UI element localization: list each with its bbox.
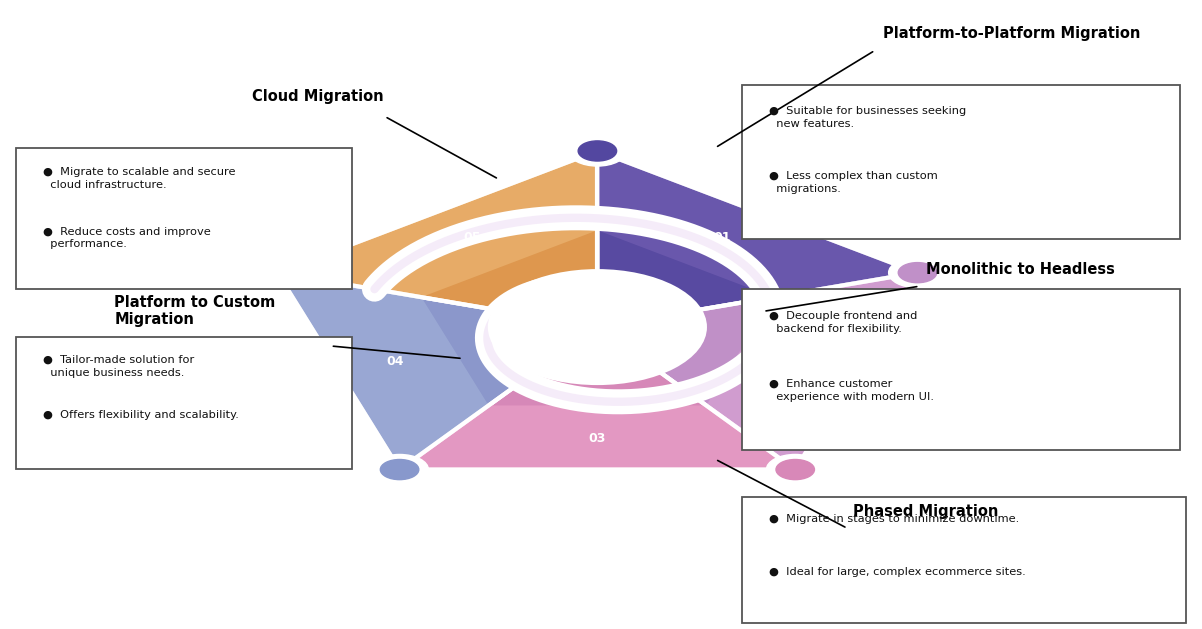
Text: ●  Tailor-made solution for
  unique business needs.: ● Tailor-made solution for unique busine…: [43, 355, 195, 377]
FancyBboxPatch shape: [16, 148, 352, 289]
Text: ●  Reduce costs and improve
  performance.: ● Reduce costs and improve performance.: [43, 226, 212, 250]
Text: ●  Migrate in stages to minimize downtime.: ● Migrate in stages to minimize downtime…: [769, 515, 1019, 525]
Text: ●  Less complex than custom
  migrations.: ● Less complex than custom migrations.: [769, 171, 938, 194]
FancyBboxPatch shape: [742, 289, 1180, 450]
Circle shape: [569, 136, 626, 166]
Text: ●  Decouple frontend and
  backend for flexibility.: ● Decouple frontend and backend for flex…: [769, 311, 917, 334]
Text: ●  Suitable for businesses seeking
  new features.: ● Suitable for businesses seeking new fe…: [769, 106, 966, 128]
Text: Monolithic to Headless: Monolithic to Headless: [926, 262, 1114, 277]
Text: 01: 01: [714, 231, 731, 243]
Polygon shape: [597, 151, 917, 297]
FancyBboxPatch shape: [16, 337, 352, 469]
Text: 04: 04: [387, 355, 404, 368]
Polygon shape: [278, 151, 597, 327]
Polygon shape: [278, 272, 488, 470]
Circle shape: [370, 455, 428, 485]
Text: 05: 05: [464, 231, 481, 243]
Polygon shape: [399, 327, 796, 470]
Text: Platform to Custom
Migration: Platform to Custom Migration: [114, 294, 275, 327]
Circle shape: [258, 262, 297, 282]
Circle shape: [249, 257, 307, 287]
Polygon shape: [707, 272, 917, 470]
Text: ●  Migrate to scalable and secure
  cloud infrastructure.: ● Migrate to scalable and secure cloud i…: [43, 167, 236, 190]
Polygon shape: [278, 151, 917, 470]
Text: 03: 03: [589, 431, 606, 445]
Polygon shape: [399, 406, 796, 470]
Text: Platform-to-Platform Migration: Platform-to-Platform Migration: [883, 26, 1141, 41]
Circle shape: [767, 455, 825, 485]
Polygon shape: [597, 272, 917, 470]
FancyBboxPatch shape: [742, 497, 1186, 623]
FancyBboxPatch shape: [742, 85, 1180, 239]
Text: 02: 02: [791, 355, 808, 368]
Text: ●  Ideal for large, complex ecommerce sites.: ● Ideal for large, complex ecommerce sit…: [769, 567, 1027, 577]
Text: ●  Enhance customer
  experience with modern UI.: ● Enhance customer experience with moder…: [769, 379, 934, 401]
Text: ●  Offers flexibility and scalability.: ● Offers flexibility and scalability.: [43, 410, 239, 420]
Circle shape: [489, 270, 706, 384]
Circle shape: [888, 257, 946, 287]
Polygon shape: [278, 272, 597, 470]
Circle shape: [578, 141, 617, 161]
Polygon shape: [278, 151, 597, 297]
Circle shape: [776, 460, 815, 480]
Polygon shape: [597, 151, 917, 327]
Text: Phased Migration: Phased Migration: [853, 504, 999, 519]
Circle shape: [380, 460, 418, 480]
Text: Cloud Migration: Cloud Migration: [252, 89, 385, 104]
Circle shape: [898, 262, 936, 282]
